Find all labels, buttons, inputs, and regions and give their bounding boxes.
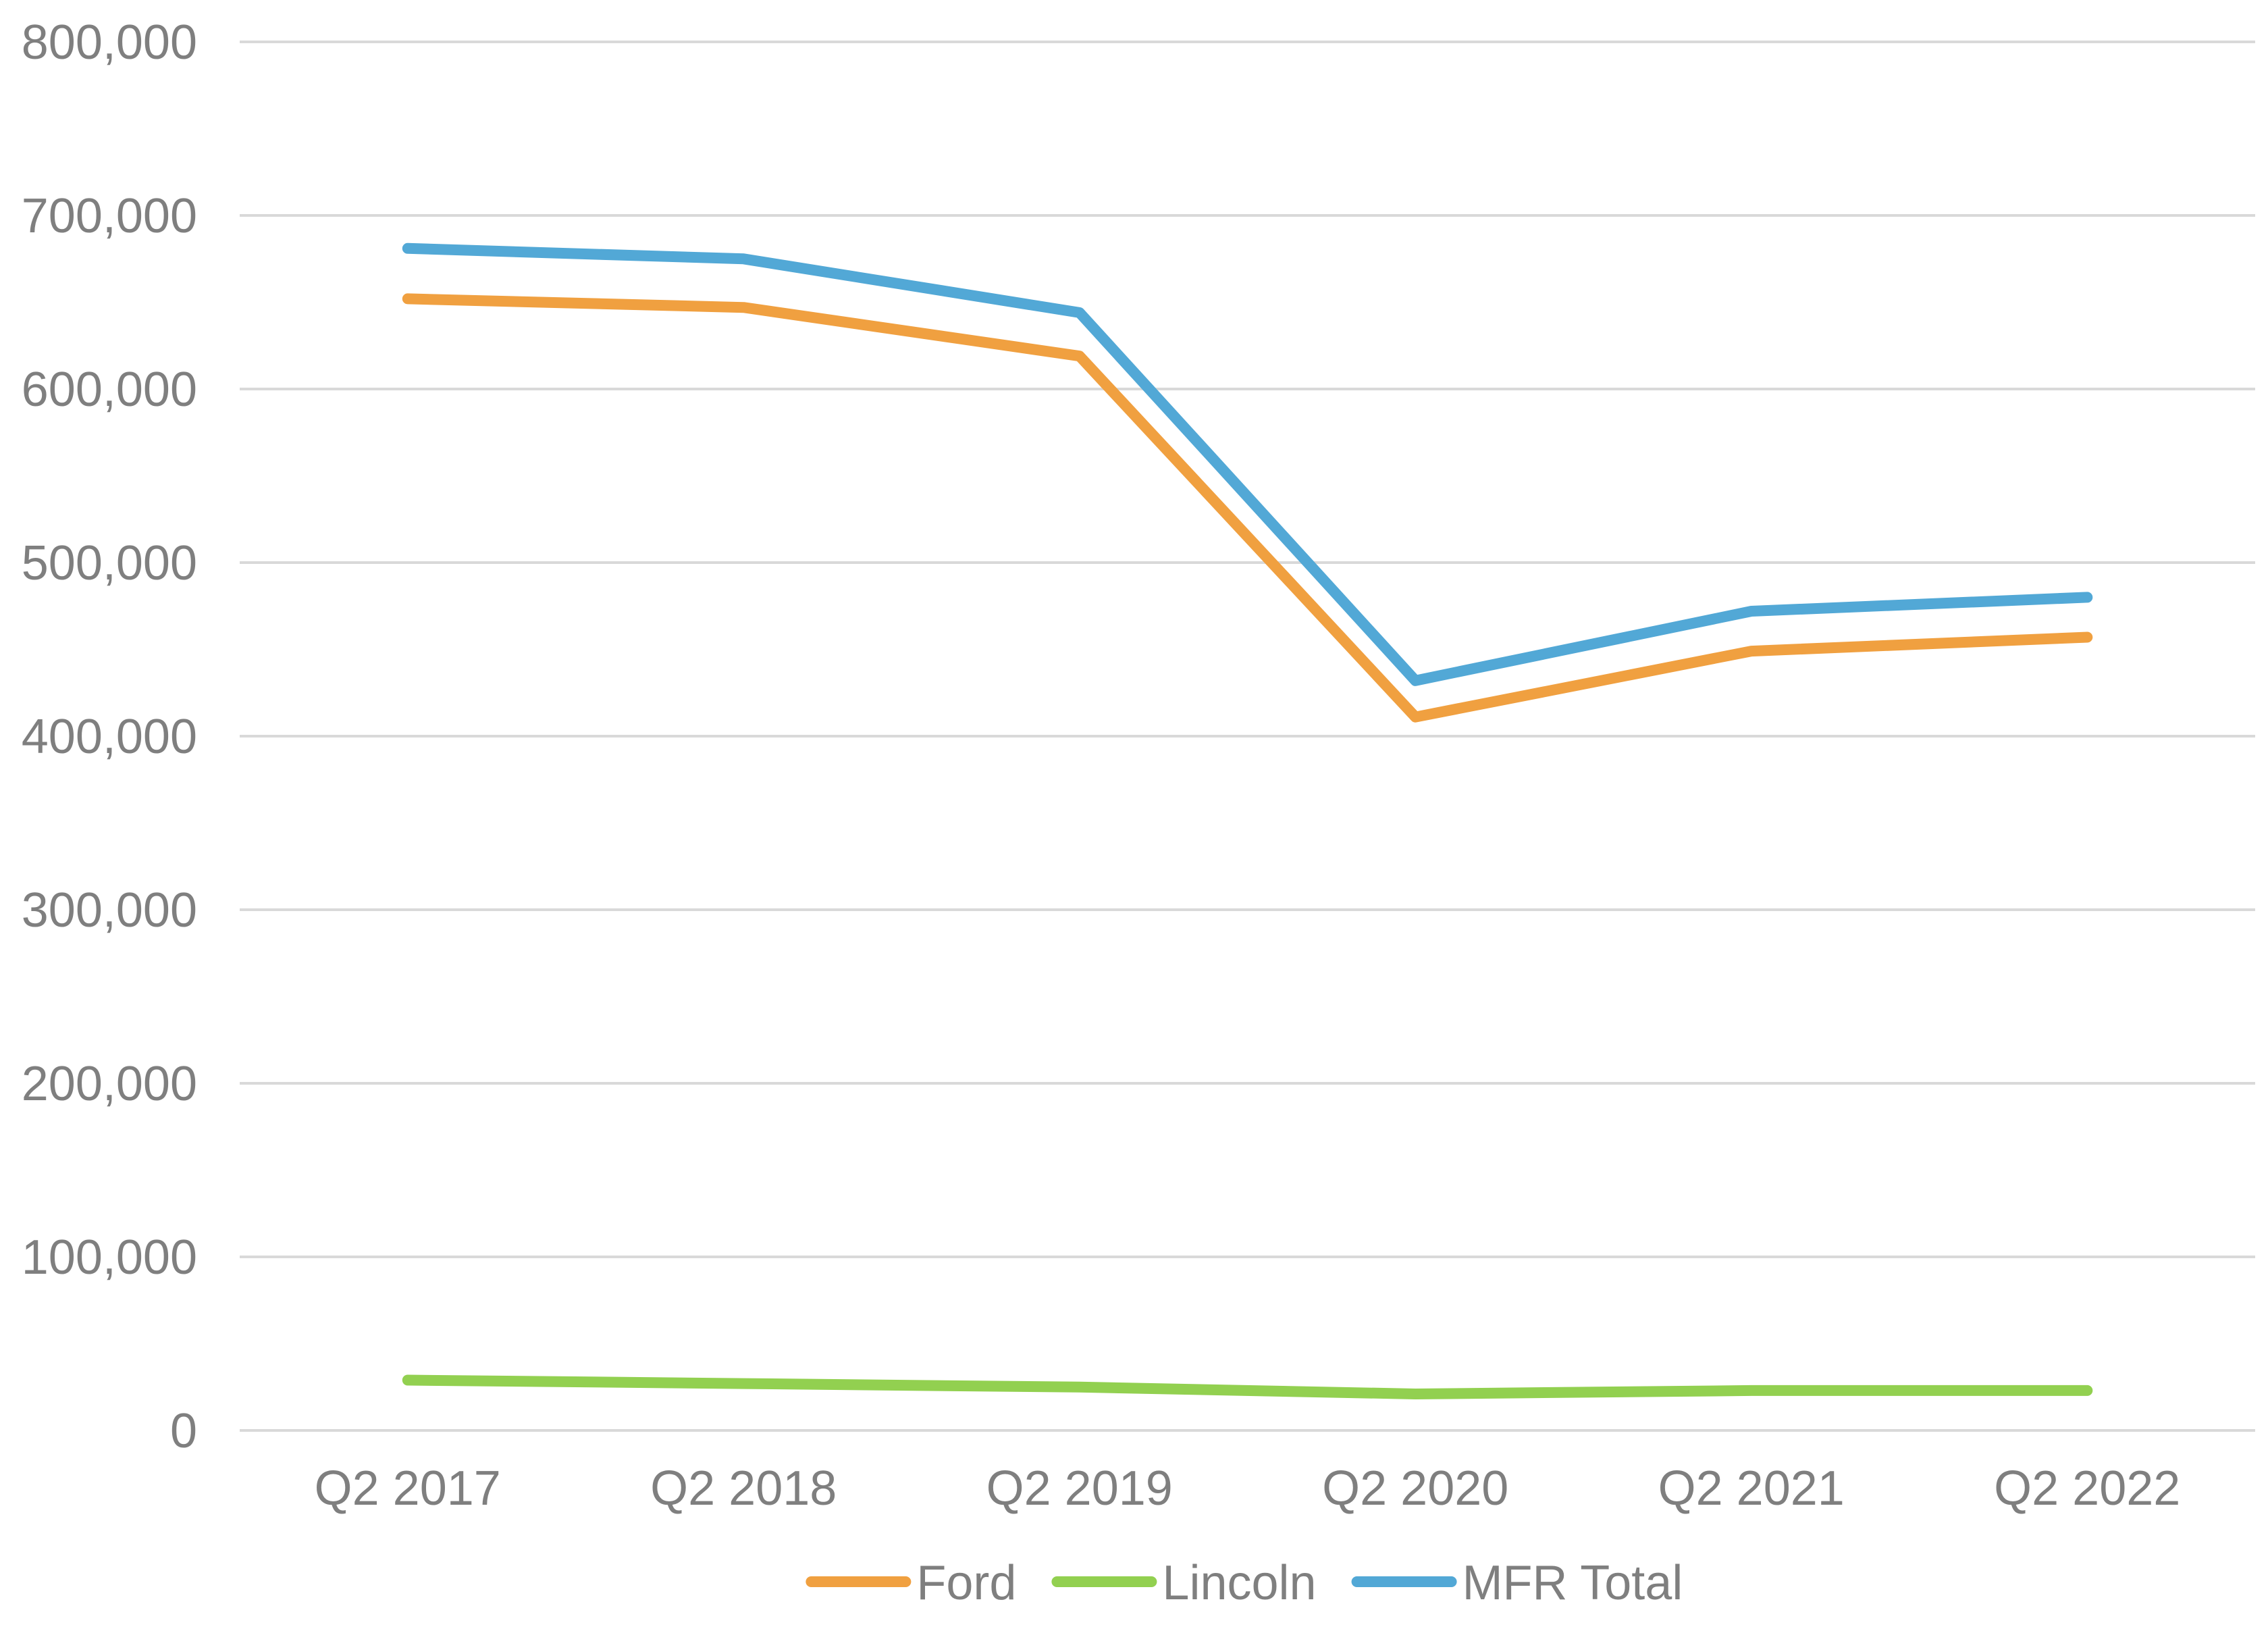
y-axis-tick-labels: 0 100,000 200,000 300,000 400,000 500,000 600,… [22,16,197,1458]
legend-item-ford: Ford [806,1556,1016,1610]
x-axis-tick-labels: Q2 2017 Q2 2018 Q2 2019 Q2 2020 Q2 2021 Q2 20… [315,1462,2181,1516]
series-line-mfr-total [402,242,2093,686]
y-tick-label: 500,000 [22,536,197,590]
x-tick-label: Q2 2019 [986,1462,1173,1516]
x-tick-label: Q2 2017 [315,1462,501,1516]
x-tick-label: Q2 2018 [650,1462,837,1516]
legend-label: MFR Total [1462,1556,1683,1610]
y-tick-label: 100,000 [22,1231,197,1285]
legend-item-mfr-total: MFR Total [1351,1556,1683,1610]
y-tick-label: 300,000 [22,883,197,937]
legend-label: Ford [916,1556,1016,1610]
legend: Ford Lincoln MFR Total [806,1556,1683,1610]
grid-lines [240,41,2255,1432]
series-line-ford [402,293,2093,723]
y-tick-label: 0 [170,1404,197,1458]
legend-item-lincoln: Lincoln [1051,1556,1317,1610]
x-tick-label: Q2 2022 [1994,1462,2180,1516]
series-line-lincoln [402,1374,2093,1399]
y-tick-label: 600,000 [22,363,197,417]
series-lines [402,242,2093,1399]
legend-label: Lincoln [1162,1556,1316,1610]
y-tick-label: 200,000 [22,1057,197,1111]
y-tick-label: 400,000 [22,710,197,764]
y-tick-label: 800,000 [22,16,197,70]
y-tick-label: 700,000 [22,189,197,243]
x-tick-label: Q2 2021 [1658,1462,1845,1516]
x-tick-label: Q2 2020 [1322,1462,1508,1516]
